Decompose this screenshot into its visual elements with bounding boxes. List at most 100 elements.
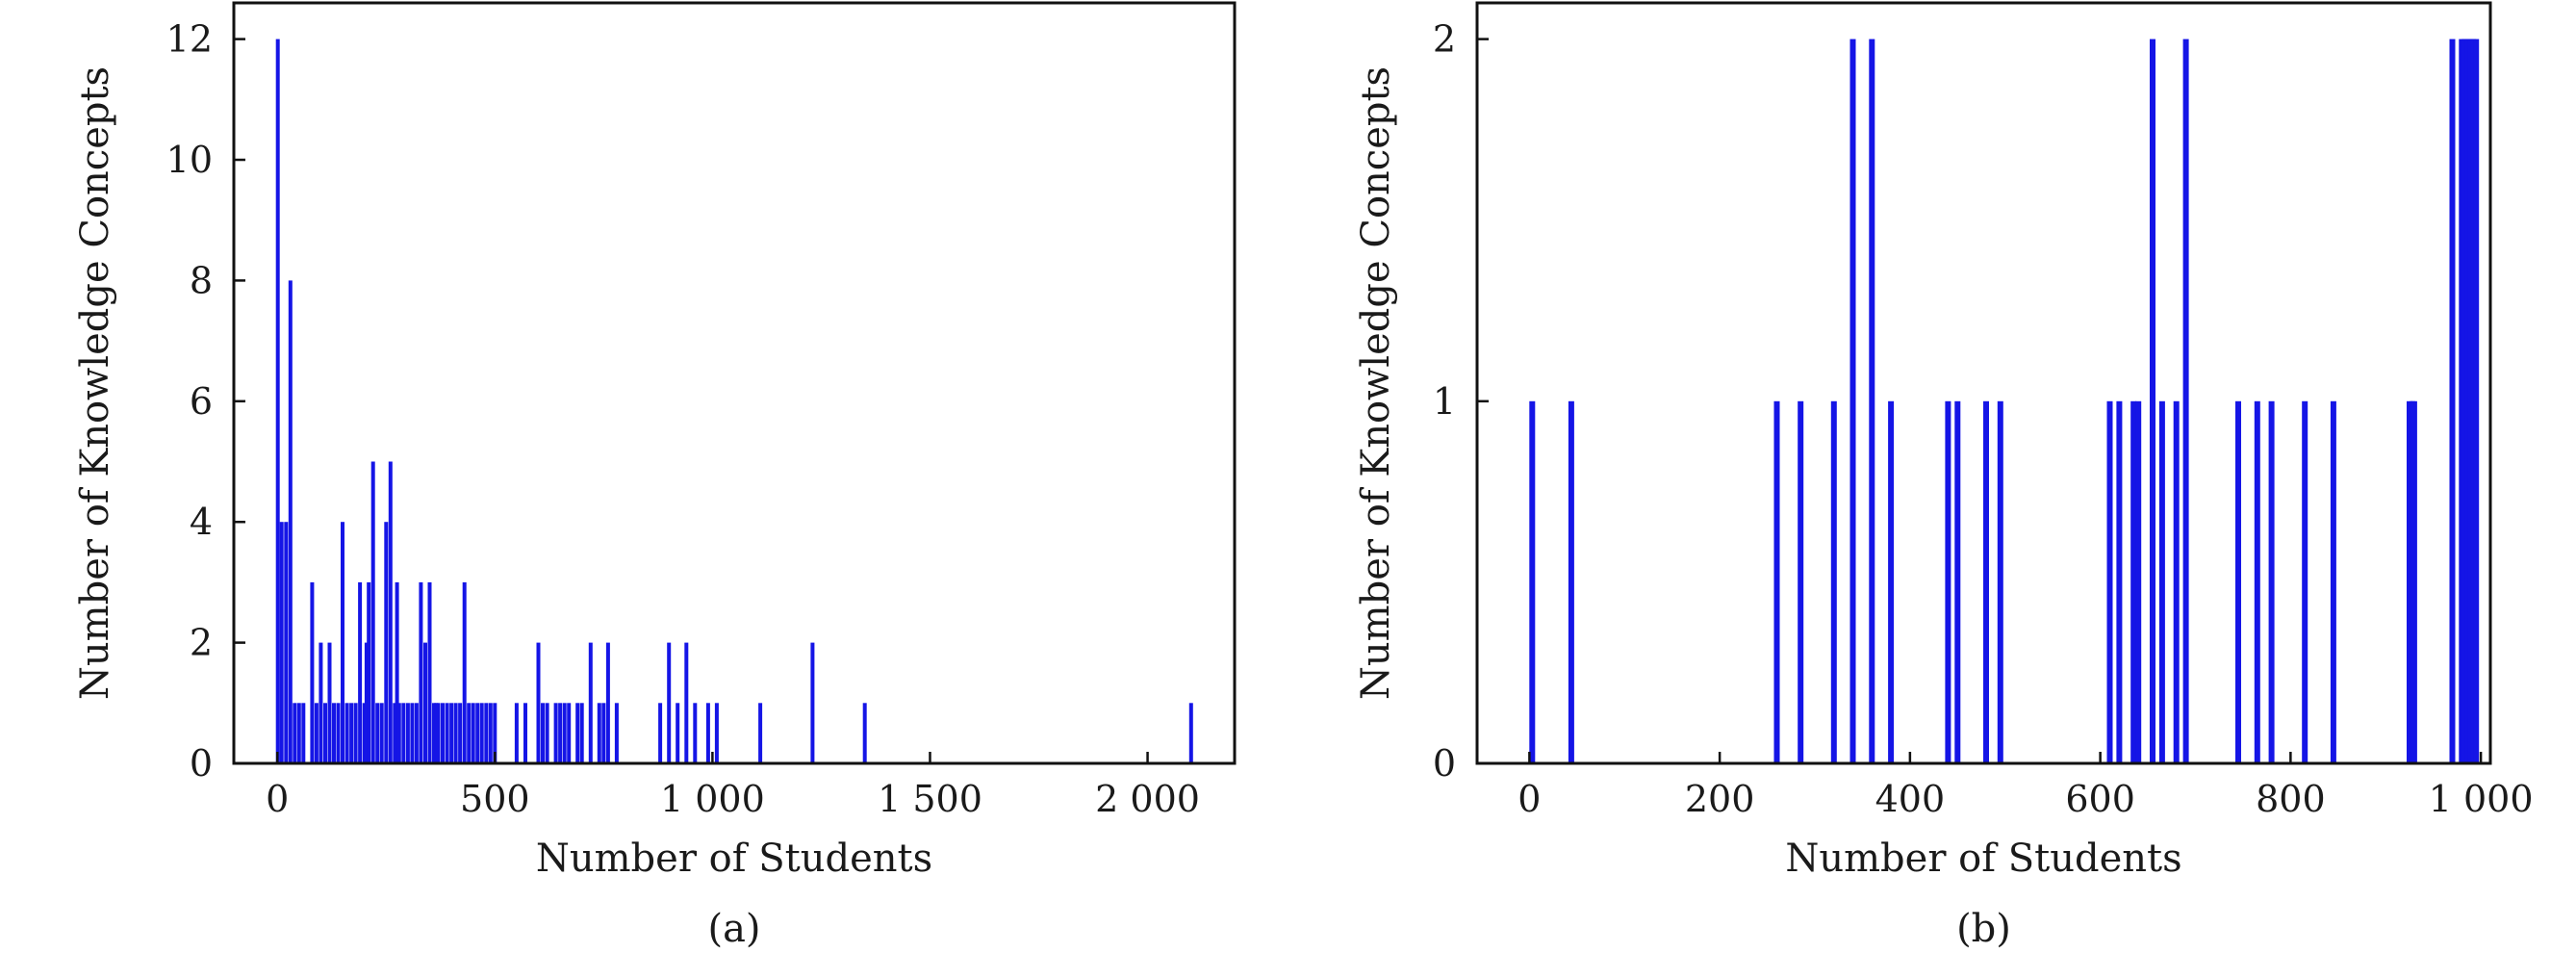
- x-tick-label: 1 500: [878, 778, 982, 820]
- bar: [1945, 400, 1951, 763]
- bar: [405, 703, 410, 763]
- panel-label: (b): [1956, 907, 2011, 951]
- bar: [541, 703, 545, 763]
- bar: [358, 581, 363, 763]
- y-tick-label: 0: [1433, 742, 1456, 785]
- bar: [1773, 400, 1780, 763]
- bar: [414, 703, 419, 763]
- bar: [467, 703, 472, 763]
- bar: [458, 703, 463, 763]
- bar: [684, 642, 689, 763]
- bar: [1529, 400, 1536, 763]
- bar: [310, 581, 315, 763]
- bar: [393, 703, 397, 763]
- bar: [2150, 39, 2155, 764]
- bar: [2116, 400, 2123, 763]
- bar: [1849, 39, 1856, 764]
- bar: [475, 703, 480, 763]
- bar: [279, 522, 284, 763]
- bar: [579, 703, 584, 763]
- bar: [1997, 400, 2003, 763]
- bar: [1983, 400, 1989, 763]
- bar: [370, 461, 375, 763]
- bar: [676, 703, 680, 763]
- bar: [296, 703, 301, 763]
- x-tick-label: 2 000: [1095, 778, 1200, 820]
- bar: [275, 39, 280, 764]
- bar: [2182, 39, 2189, 764]
- bar: [1954, 400, 1961, 763]
- bar: [558, 703, 563, 763]
- panel-b-chart: 0 200 400 600 800 1 000 0 1 2 Number of Students N…: [1354, 1, 2534, 951]
- bar: [462, 581, 467, 763]
- bar: [432, 703, 436, 763]
- x-tick-label: 500: [460, 778, 530, 820]
- bar: [395, 581, 399, 763]
- y-tick-label: 4: [190, 501, 213, 543]
- bar: [605, 642, 610, 763]
- bar: [284, 522, 289, 763]
- bar: [2330, 400, 2336, 763]
- bar: [810, 642, 815, 763]
- x-tick-label: 200: [1685, 778, 1755, 820]
- bar: [2235, 400, 2241, 763]
- bar: [658, 703, 663, 763]
- bar: [693, 703, 698, 763]
- bar: [597, 703, 601, 763]
- bar: [1798, 400, 1804, 763]
- x-tick-label: 0: [266, 778, 289, 820]
- bar: [601, 703, 606, 763]
- bar: [288, 280, 293, 763]
- bar: [514, 703, 519, 763]
- x-axis-label: Number of Students: [536, 837, 932, 881]
- bar: [327, 642, 332, 763]
- bar: [479, 703, 484, 763]
- bar: [434, 703, 439, 763]
- x-tick-label: 0: [1518, 778, 1541, 820]
- bar: [2130, 400, 2137, 763]
- bar: [441, 703, 445, 763]
- bar: [362, 703, 367, 763]
- bar: [1568, 400, 1574, 763]
- bar: [436, 703, 441, 763]
- bar: [332, 703, 336, 763]
- bar: [445, 703, 449, 763]
- bar: [553, 703, 558, 763]
- bar: [588, 642, 593, 763]
- bar: [449, 703, 454, 763]
- bar: [2473, 39, 2480, 764]
- bar: [423, 642, 427, 763]
- x-axis-label: Number of Students: [1785, 837, 2181, 881]
- bar: [2268, 400, 2275, 763]
- y-tick-label: 2: [190, 622, 213, 664]
- bar: [484, 703, 489, 763]
- bar: [401, 703, 406, 763]
- bar: [2410, 400, 2417, 763]
- bar: [714, 703, 719, 763]
- bar: [567, 703, 572, 763]
- bar: [2173, 400, 2180, 763]
- bar: [493, 703, 497, 763]
- bar: [2302, 400, 2308, 763]
- bar: [388, 461, 393, 763]
- panel-a-chart: 0 500 1 000 1 500 2 000 0 2 4 6 8 10 12 Number of St…: [73, 1, 1237, 951]
- bar: [667, 642, 672, 763]
- bar: [2135, 400, 2142, 763]
- bar: [705, 703, 710, 763]
- bar: [453, 703, 458, 763]
- x-tick-label: 400: [1875, 778, 1946, 820]
- y-tick-label: 6: [190, 380, 213, 423]
- bar: [545, 703, 549, 763]
- y-tick-label: 10: [166, 139, 213, 181]
- bar: [523, 703, 527, 763]
- bar: [344, 703, 349, 763]
- bar: [2449, 39, 2456, 764]
- bar: [471, 703, 475, 763]
- bar: [341, 522, 344, 763]
- bar: [319, 642, 323, 763]
- bar: [1869, 39, 1875, 764]
- bar: [396, 703, 401, 763]
- x-tick-label: 800: [2256, 778, 2326, 820]
- bar: [2106, 400, 2113, 763]
